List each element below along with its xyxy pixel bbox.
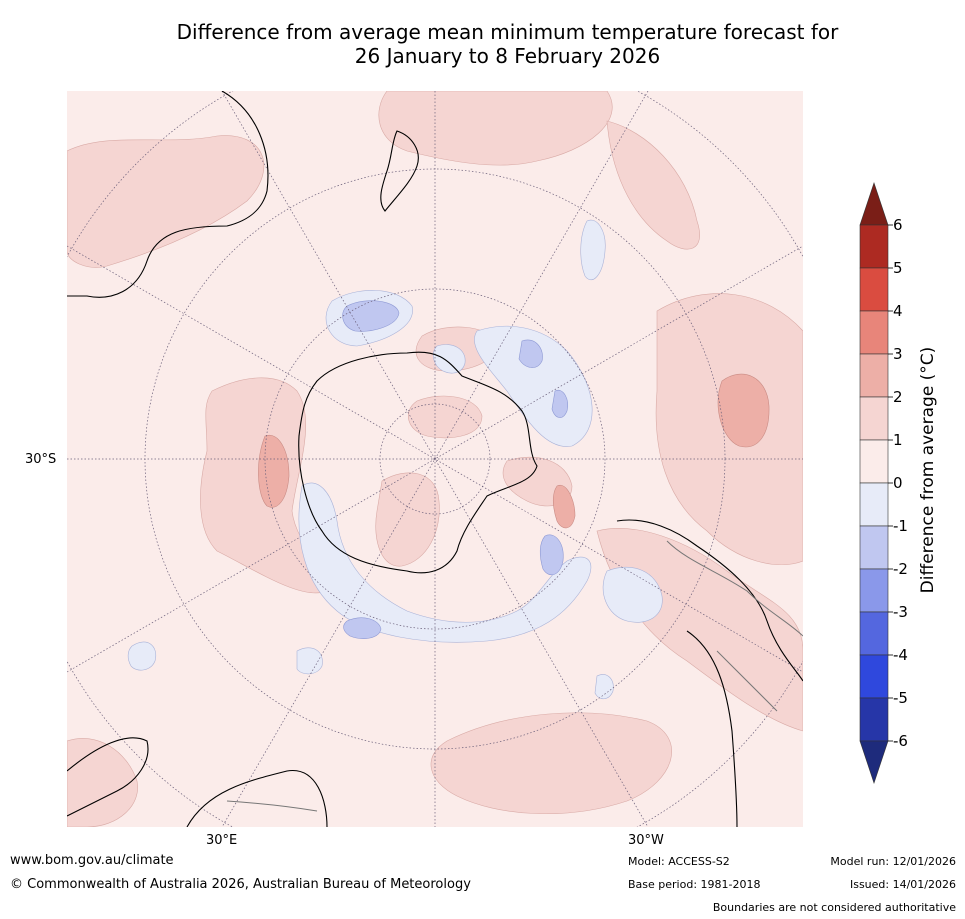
polar-map — [67, 91, 803, 827]
colorbar-tick-label: 1 — [893, 431, 903, 449]
footer-base-period: Base period: 1981-2018 — [628, 878, 761, 891]
lon-label-30e: 30°E — [206, 833, 238, 848]
colorbar-segment — [859, 310, 889, 355]
colorbar-tick-label: 6 — [893, 216, 903, 234]
lon-label-30w: 30°W — [628, 833, 664, 848]
footer-model-run: Model run: 12/01/2026 — [830, 855, 956, 868]
colorbar-segment — [859, 654, 889, 699]
colorbar-tick-label: -1 — [893, 517, 908, 535]
footer-disclaimer: Boundaries are not considered authoritat… — [712, 901, 956, 914]
anomaly-patch — [296, 647, 323, 675]
colorbar-tick-label: -5 — [893, 689, 908, 707]
anomaly-patch — [342, 300, 400, 332]
country-border — [716, 650, 778, 712]
colorbar-segment — [859, 611, 889, 656]
colorbar-segments — [859, 182, 889, 784]
strong-warm-anomaly-regions — [258, 373, 770, 529]
footer-model: Model: ACCESS-S2 — [628, 855, 730, 868]
colorbar-ticks: 6 5 4 3 2 1 0 -1 -2 -3 -4 -5 -6 — [888, 216, 908, 750]
anomaly-patch — [408, 395, 483, 439]
title-line-1: Difference from average mean minimum tem… — [176, 20, 839, 44]
africa-coastline — [186, 770, 328, 827]
moderate-cool-anomaly-regions — [342, 300, 568, 639]
map-title: Difference from average mean minimum tem… — [60, 20, 955, 68]
anomaly-patch — [67, 738, 138, 827]
country-border — [666, 540, 803, 637]
colorbar-tick-label: -3 — [893, 603, 908, 621]
colorbar-segment — [859, 396, 889, 441]
anomaly-patch — [594, 674, 614, 700]
anomaly-patch — [518, 339, 543, 368]
anomaly-patch — [343, 617, 382, 639]
borders — [226, 540, 803, 812]
colorbar-extend-min — [859, 740, 889, 784]
colorbar: 6 5 4 3 2 1 0 -1 -2 -3 -4 -5 -6 Difference from aver… — [845, 180, 965, 785]
colorbar-tick-label: 2 — [893, 388, 903, 406]
colorbar-segment — [859, 267, 889, 312]
colorbar-segment — [859, 353, 889, 398]
anomaly-patch — [602, 566, 663, 623]
south-america-coastline — [686, 630, 738, 827]
coastlines — [67, 91, 803, 827]
anomaly-patch — [258, 434, 290, 508]
africa-coastline — [67, 737, 149, 817]
colorbar-tick-label: -4 — [893, 646, 908, 664]
anomaly-patch — [580, 219, 606, 281]
anomaly-patch — [552, 484, 576, 529]
antarctica-coastline — [298, 351, 538, 574]
anomaly-patch — [551, 389, 568, 418]
anomaly-patch — [67, 135, 264, 268]
colorbar-label: Difference from average (°C) — [918, 346, 938, 594]
colorbar-segment — [859, 568, 889, 613]
anomaly-patch — [606, 120, 700, 250]
colorbar-tick-label: 3 — [893, 345, 903, 363]
colorbar-tick-label: 4 — [893, 302, 903, 320]
anomaly-patch — [378, 91, 613, 166]
footer-website: www.bom.gov.au/climate — [10, 853, 174, 868]
footer-issued: Issued: 14/01/2026 — [849, 878, 956, 891]
lat-label-30s: 30°S — [25, 452, 57, 467]
footer-copyright: © Commonwealth of Australia 2026, Austra… — [10, 877, 471, 892]
australia-coastline — [67, 91, 269, 298]
colorbar-tick-label: -6 — [893, 732, 908, 750]
colorbar-extend-max — [859, 182, 889, 226]
south-america-coastline — [616, 519, 803, 682]
anomaly-patch — [430, 712, 672, 815]
colorbar-segment — [859, 525, 889, 570]
new-zealand-coastline — [380, 130, 419, 212]
country-border — [226, 800, 318, 812]
map-svg — [67, 91, 803, 827]
graticule — [67, 91, 803, 827]
anomaly-patch — [432, 344, 466, 374]
colorbar-tick-label: 5 — [893, 259, 903, 277]
anomaly-patch — [127, 641, 157, 671]
colorbar-segment — [859, 224, 889, 269]
anomaly-patch — [717, 373, 770, 448]
colorbar-segment — [859, 439, 889, 484]
colorbar-tick-label: -2 — [893, 560, 908, 578]
anomaly-patch — [539, 534, 564, 576]
colorbar-segment — [859, 482, 889, 527]
colorbar-segment — [859, 697, 889, 742]
colorbar-svg: 6 5 4 3 2 1 0 -1 -2 -3 -4 -5 -6 — [859, 182, 908, 784]
latitude-circle — [264, 288, 606, 630]
anomaly-patch — [375, 472, 440, 567]
title-line-2: 26 January to 8 February 2026 — [354, 44, 661, 68]
colorbar-tick-label: 0 — [893, 474, 903, 492]
